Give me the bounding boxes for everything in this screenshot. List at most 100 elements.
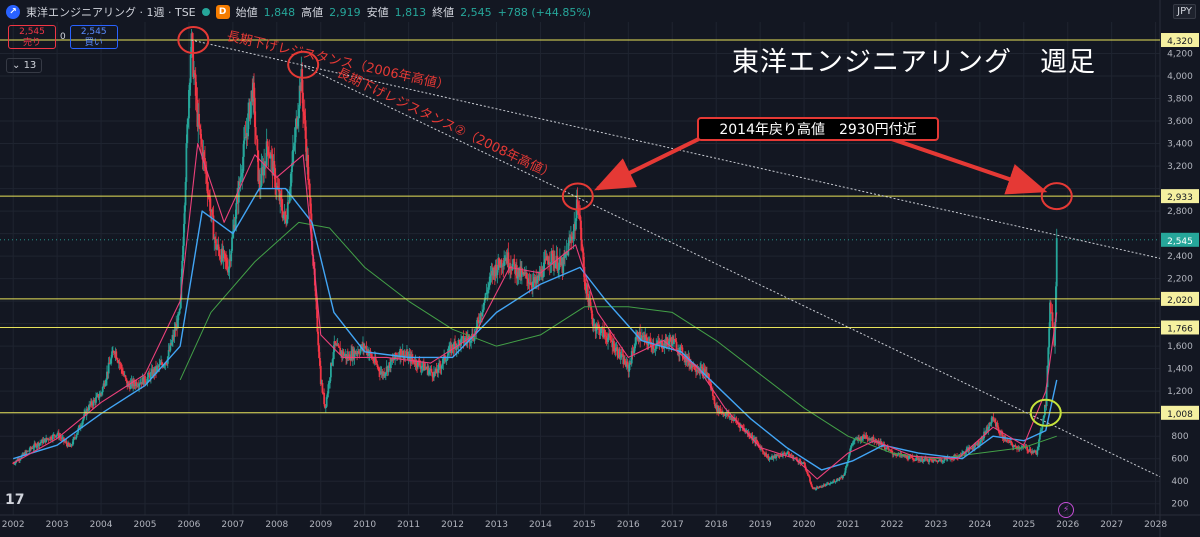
candle-body <box>486 293 489 294</box>
candle-body <box>477 320 480 323</box>
candle-body <box>576 199 579 209</box>
candle-body <box>145 381 148 383</box>
candle-body <box>940 459 943 462</box>
candle-body <box>357 351 360 353</box>
candle-body <box>362 343 365 349</box>
low-value: 1,813 <box>394 5 427 19</box>
candle-body <box>761 449 764 452</box>
candle-body <box>614 347 617 352</box>
candle-body <box>378 367 380 372</box>
candle-body <box>1036 449 1039 455</box>
candle-body <box>483 299 486 303</box>
candle-body <box>849 447 852 453</box>
candle-body <box>945 458 948 460</box>
candle-body <box>186 124 189 144</box>
candle-body <box>125 378 128 381</box>
indicator-toggle[interactable]: ⌄ 13 <box>6 58 43 73</box>
buy-button[interactable]: 2,545 買い <box>69 25 118 49</box>
candle-body <box>155 366 158 372</box>
candle-body <box>992 417 995 421</box>
candle-body <box>624 358 626 365</box>
candle-body <box>465 337 467 340</box>
candle-body <box>68 442 70 446</box>
candle-body <box>87 409 90 411</box>
lightning-icon[interactable]: ⚡ <box>1058 502 1074 518</box>
y-tick-label: 400 <box>1171 477 1188 487</box>
candle-body <box>104 383 107 387</box>
candle-body <box>191 33 194 42</box>
y-tick-label: 4,200 <box>1167 50 1193 60</box>
candle-body <box>293 142 296 147</box>
candle-body <box>255 135 258 140</box>
candle-body <box>608 333 611 336</box>
candle-body <box>124 375 127 379</box>
candle-body <box>911 456 914 459</box>
candle-body <box>51 439 53 440</box>
candle-body <box>415 360 418 366</box>
candle-body <box>199 129 202 139</box>
symbol-title[interactable]: 東洋エンジニアリング · 1週 · TSE <box>26 6 196 19</box>
candle-body <box>558 262 560 270</box>
candle-body <box>610 339 613 342</box>
candle-body <box>554 263 557 269</box>
candle-body <box>227 268 230 273</box>
candle-body <box>29 447 31 451</box>
interval-badge[interactable]: D <box>215 5 230 19</box>
resistance-line-2 <box>300 64 1161 478</box>
candle-body <box>1000 433 1003 435</box>
candle-body <box>292 146 295 150</box>
candle-body <box>843 472 846 476</box>
candle-body <box>1055 238 1058 287</box>
candle-body <box>661 340 664 348</box>
y-tick-label: 4,000 <box>1167 72 1193 82</box>
candle-body <box>428 370 431 371</box>
level-label: 2,933 <box>1167 193 1193 203</box>
candle-body <box>848 452 851 456</box>
highlight-circle <box>177 26 210 55</box>
candle-body <box>751 435 754 441</box>
candle-body <box>38 443 41 446</box>
candle-body <box>1038 439 1040 448</box>
last-price-tag <box>1161 232 1199 247</box>
candle-body <box>294 128 297 143</box>
candle-body <box>526 273 528 279</box>
candle-body <box>343 355 346 357</box>
candle-body <box>809 477 811 482</box>
tse-logo-icon: ↗ <box>6 5 20 19</box>
candle-body <box>365 346 368 353</box>
candle-body <box>562 257 565 274</box>
candle-body <box>203 152 206 158</box>
x-tick-label: 2013 <box>485 520 508 530</box>
highlight-circle <box>1029 398 1062 427</box>
x-tick-label: 2003 <box>46 520 69 530</box>
sell-button[interactable]: 2,545 売り <box>8 25 56 49</box>
ma-mid-line <box>12 187 1058 471</box>
candle-body <box>422 362 425 371</box>
candle-body <box>260 167 263 186</box>
candle-body <box>247 113 249 137</box>
candle-body <box>239 176 242 183</box>
candle-body <box>709 381 712 384</box>
candle-body <box>1051 312 1054 328</box>
last-price-label: 2,545 <box>1167 237 1193 247</box>
x-tick-label: 2007 <box>221 520 244 530</box>
candle-body <box>546 256 549 261</box>
candle-body <box>644 335 647 341</box>
candle-body <box>621 353 624 355</box>
candle-body <box>115 351 118 359</box>
candle-body <box>40 442 42 444</box>
buy-price: 2,545 <box>80 27 107 37</box>
candle-body <box>568 240 571 244</box>
candle-body <box>825 484 827 486</box>
candle-body <box>620 353 623 357</box>
candle-body <box>39 442 42 444</box>
candle-body <box>28 450 31 452</box>
candle-body <box>181 260 184 278</box>
currency-selector[interactable]: JPY <box>1173 4 1196 19</box>
candle-body <box>162 365 165 367</box>
x-tick-label: 2015 <box>573 520 596 530</box>
candle-body <box>280 199 283 211</box>
candle-body <box>329 363 332 378</box>
candle-body <box>375 362 378 365</box>
